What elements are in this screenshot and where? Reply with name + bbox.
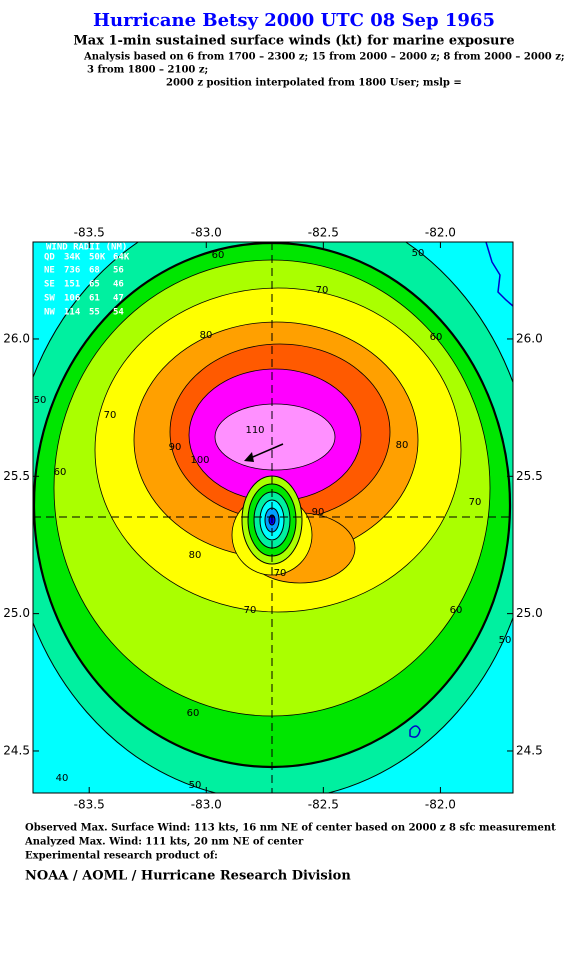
contour-label: 50	[189, 780, 202, 791]
x-tick-label: -82.5	[308, 226, 339, 240]
x-tick-label: -83.0	[191, 798, 222, 812]
radii-cell: NW	[44, 308, 55, 318]
wind-contour	[214, 403, 336, 471]
subtitle: Max 1-min sustained surface winds (kt) f…	[73, 34, 514, 49]
contour-label: 70	[316, 285, 329, 296]
contour-label: 70	[244, 605, 257, 616]
x-tick-label: -82.0	[425, 226, 456, 240]
y-tick-label: 25.0	[516, 606, 543, 620]
arrow-head	[244, 452, 254, 462]
contour-label: 50	[412, 248, 425, 259]
radii-cell: SW	[44, 294, 55, 304]
analysis-line: 3 from 1800 – 2100 z;	[87, 65, 208, 76]
y-tick-label: 25.5	[516, 469, 543, 483]
wind-field: 60 50 70 80 60 50 70 60 90 110 100 80 70 90 80 70 70 60 50…	[33, 242, 513, 793]
radii-cell: 47	[113, 294, 124, 304]
y-tick-label: 25.5	[3, 469, 30, 483]
radii-cell: 736	[64, 266, 80, 276]
x-tick-label: -83.5	[74, 226, 105, 240]
contour-label: 90	[169, 442, 182, 453]
island	[409, 725, 421, 738]
contour-label: 80	[200, 330, 213, 341]
contour-label: 60	[212, 250, 225, 261]
radii-header: 34K	[64, 253, 81, 263]
contour-label: 60	[450, 605, 463, 616]
coastline	[485, 242, 513, 307]
analysis-line: 2000 z position interpolated from 1800 U…	[166, 78, 462, 89]
contour-label: 70	[469, 497, 482, 508]
footer-line: Analyzed Max. Wind: 111 kts, 20 nm NE of…	[24, 837, 304, 848]
organization: NOAA / AOML / Hurricane Research Divisio…	[25, 869, 351, 884]
contour-label: 60	[430, 332, 443, 343]
y-tick-label: 26.0	[3, 331, 30, 345]
contour-label: 100	[190, 455, 209, 466]
radii-cell: 65	[89, 280, 100, 290]
contour-label: 60	[187, 708, 200, 719]
title: Hurricane Betsy 2000 UTC 08 Sep 1965	[93, 10, 495, 31]
radii-title: WIND RADII (NM)	[46, 243, 127, 253]
contour-label: 80	[396, 440, 409, 451]
plot-frame	[32, 241, 514, 794]
y-tick-label: 24.5	[3, 743, 30, 757]
contour-label: 110	[245, 425, 264, 436]
x-tick-label: -83.5	[74, 798, 105, 812]
x-tick-label: -82.5	[308, 798, 339, 812]
radii-cell: 54	[113, 308, 124, 318]
radii-header: 50K	[89, 253, 106, 263]
radii-cell: 68	[89, 266, 100, 276]
radii-cell: 151	[64, 280, 80, 290]
y-tick-label: 25.0	[3, 606, 30, 620]
radii-cell: 106	[64, 294, 80, 304]
radii-cell: 55	[89, 308, 100, 318]
y-tick-label: 24.5	[516, 743, 543, 757]
x-tick-label: -82.0	[425, 798, 456, 812]
motion-arrow	[247, 443, 284, 460]
y-tick-label: 26.0	[516, 331, 543, 345]
contour-label: 40	[56, 773, 69, 784]
radii-header: QD	[44, 253, 55, 263]
contour-label: 70	[274, 568, 287, 579]
radii-header: 64K	[113, 253, 130, 263]
contour-label: 50	[34, 395, 47, 406]
x-tick-label: -83.0	[191, 226, 222, 240]
radii-cell: 56	[113, 266, 124, 276]
contour-label: 50	[499, 635, 512, 646]
contour-label: 90	[312, 507, 325, 518]
radii-cell: SE	[44, 280, 55, 290]
radii-cell: 46	[113, 280, 124, 290]
radii-cell: 61	[89, 294, 100, 304]
radii-cell: 114	[64, 308, 81, 318]
footer-line: Observed Max. Surface Wind: 113 kts, 16 …	[25, 823, 556, 834]
contour-label: 80	[189, 550, 202, 561]
footer-line: Experimental research product of:	[25, 851, 218, 862]
contour-label: 70	[104, 410, 117, 421]
radii-cell: NE	[44, 266, 55, 276]
analysis-line: Analysis based on 6 from 1700 – 2300 z; …	[83, 52, 565, 63]
contour-label: 60	[54, 467, 67, 478]
